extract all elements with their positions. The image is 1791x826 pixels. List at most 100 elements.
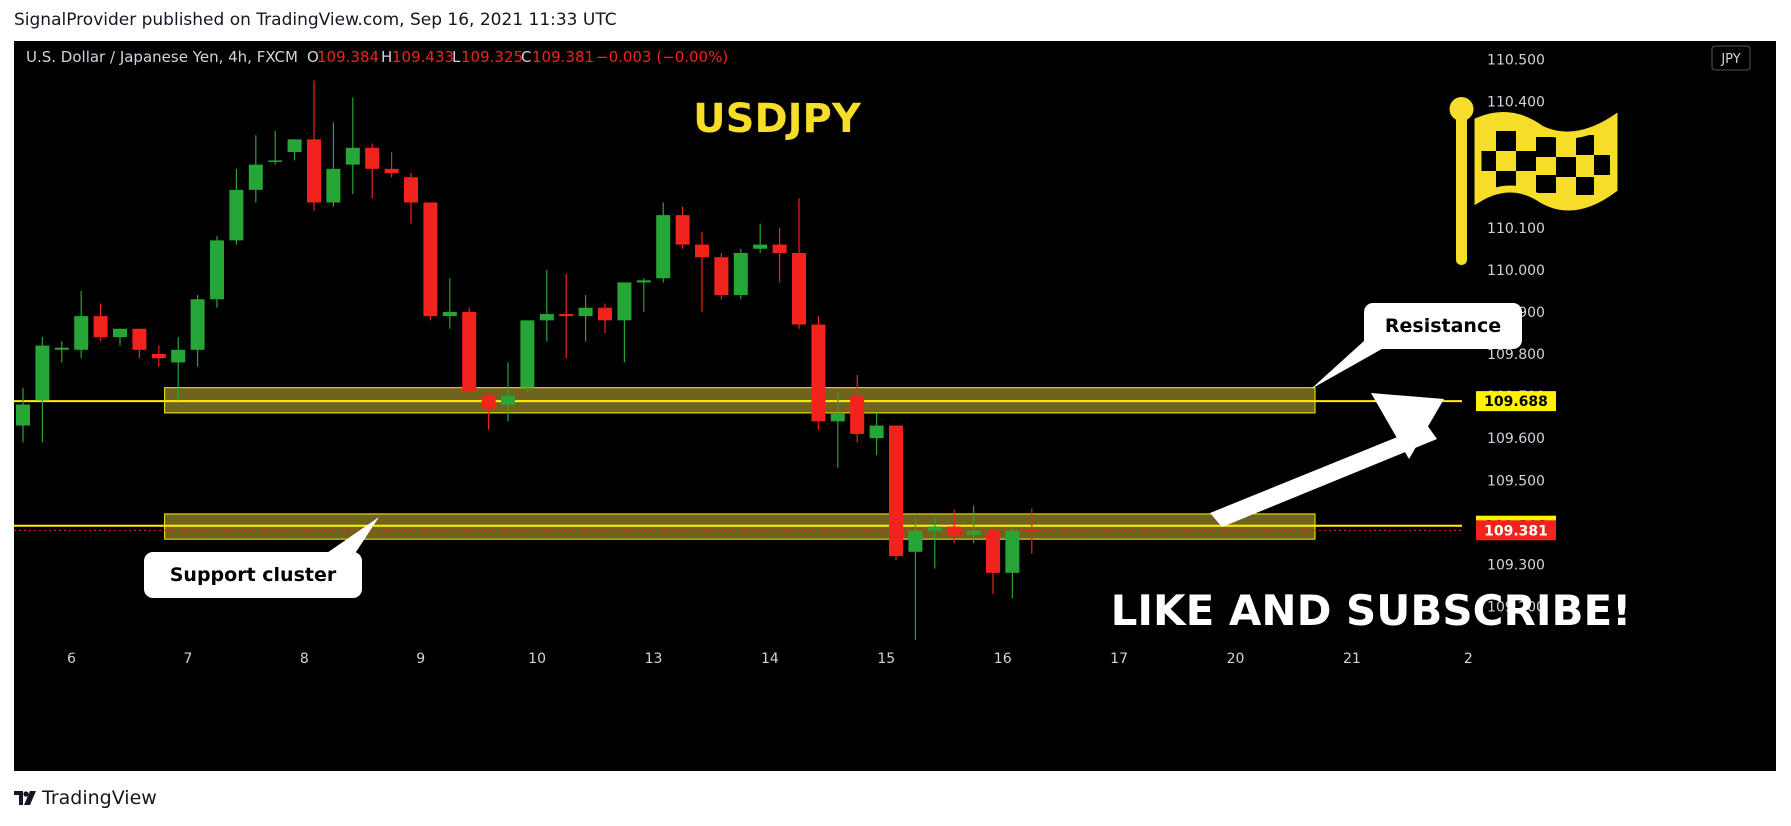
candle-body	[850, 396, 865, 434]
time-tick-label: 17	[1110, 651, 1128, 667]
candle-body	[539, 314, 554, 321]
candle-body	[889, 425, 903, 556]
open-label: O	[307, 48, 319, 66]
candle-body	[113, 328, 127, 338]
low-label: L	[452, 48, 461, 66]
support-callout: Support cluster	[144, 517, 379, 598]
candle-body	[190, 299, 205, 350]
candle-body	[772, 244, 787, 253]
publish-info: SignalProvider published on TradingView.…	[14, 10, 617, 30]
candle-body	[345, 147, 360, 165]
candle-body	[559, 314, 574, 317]
candle-body	[617, 282, 632, 321]
candle-body	[93, 316, 108, 338]
resistance-callout: Resistance	[1311, 303, 1522, 389]
price-tick-label: 110.000	[1487, 263, 1545, 279]
time-tick-label: 13	[645, 651, 663, 667]
candle-body	[35, 345, 50, 401]
candle-body	[695, 244, 709, 258]
tradingview-logo[interactable]: TradingView	[14, 787, 157, 809]
price-tick-label: 110.500	[1487, 52, 1545, 68]
candle-body	[74, 316, 89, 350]
chart-area[interactable]: 110.500110.400110.300110.200110.100110.0…	[14, 41, 1776, 771]
time-tick-label: 21	[1343, 651, 1361, 667]
candle-body	[307, 139, 321, 203]
candle-body	[966, 530, 981, 535]
candle-body	[151, 354, 166, 359]
cta-text: LIKE AND SUBSCRIBE!	[1111, 586, 1632, 635]
candle-body	[811, 324, 826, 422]
candle-body	[54, 347, 69, 350]
time-tick-label: 16	[994, 651, 1012, 667]
candle-body	[1005, 530, 1020, 573]
time-tick-label: 10	[528, 651, 546, 667]
resistance-line-tag: 109.688	[1476, 391, 1556, 412]
candlestick-chart[interactable]: 110.500110.400110.300110.200110.100110.0…	[14, 41, 1776, 771]
candle-body	[947, 526, 962, 535]
level-layer	[14, 400, 1462, 531]
candle-body	[733, 253, 748, 296]
price-tick-label: 109.800	[1487, 347, 1545, 363]
candle-body	[384, 168, 399, 174]
candle-body	[442, 311, 457, 317]
candle-body	[636, 280, 651, 283]
time-tick-label: 2	[1464, 651, 1473, 667]
time-axis[interactable]: 6 7 8 9 10 13 14 15 16 17 20 21 2	[67, 651, 1473, 667]
resistance-callout-label: Resistance	[1385, 315, 1501, 337]
candle-body	[404, 177, 418, 203]
high-label: H	[381, 48, 392, 66]
tradingview-logo-text: TradingView	[42, 787, 157, 809]
candle-body	[132, 328, 147, 350]
currency-badge[interactable]: JPY	[1711, 45, 1751, 71]
candle-body	[171, 349, 186, 363]
candle-body	[229, 189, 244, 241]
price-tick-label: 109.200	[1487, 600, 1545, 616]
candle-body	[675, 215, 690, 245]
candle-body	[986, 530, 1000, 573]
breakout-arrow-icon	[1210, 393, 1444, 527]
candle-body	[210, 240, 224, 300]
time-tick-label: 8	[300, 651, 309, 667]
candle-body	[908, 530, 923, 552]
candle-body	[714, 257, 729, 296]
close-value: 109.381	[532, 48, 594, 66]
candle-body	[423, 202, 438, 317]
time-tick-label: 6	[67, 651, 76, 667]
candle-body	[248, 164, 263, 190]
candle-layer	[16, 80, 1039, 641]
high-value: 109.433	[392, 48, 454, 66]
resistance-line-tag-label: 109.688	[1484, 394, 1548, 410]
price-tick-label: 109.300	[1487, 557, 1545, 573]
candle-body	[578, 307, 593, 317]
price-tick-label: 109.600	[1487, 431, 1545, 447]
price-tick-label: 110.400	[1487, 95, 1545, 111]
time-tick-label: 15	[877, 651, 895, 667]
time-tick-label: 14	[761, 651, 779, 667]
candle-body	[16, 404, 30, 426]
low-value: 109.325	[461, 48, 523, 66]
change-value: −0.003 (−0.00%)	[596, 48, 728, 66]
price-tick-label: 110.100	[1487, 221, 1545, 237]
candle-body	[501, 396, 515, 405]
candle-body	[927, 526, 942, 531]
candle-body	[753, 244, 768, 249]
currency-label: JPY	[1720, 52, 1740, 67]
open-value: 109.384	[317, 48, 379, 66]
price-tick-label: 109.500	[1487, 473, 1545, 489]
candle-body	[462, 311, 477, 392]
candle-body	[365, 147, 380, 169]
time-tick-label: 20	[1227, 651, 1245, 667]
candle-body	[268, 160, 283, 162]
tradingview-logo-icon	[14, 791, 36, 805]
ohlc-readout: O 109.384 H 109.433 L 109.325 C 109.381 …	[307, 48, 728, 66]
candle-body	[1024, 529, 1039, 531]
chart-title: USDJPY	[693, 96, 862, 142]
candle-body	[287, 139, 302, 152]
candle-body	[598, 307, 612, 321]
candle-body	[656, 215, 671, 279]
candle-body	[520, 320, 535, 388]
time-tick-label: 7	[183, 651, 192, 667]
candle-body	[326, 168, 341, 203]
candle-body	[830, 412, 845, 422]
last-price-line-tag-label: 109.381	[1484, 523, 1548, 539]
